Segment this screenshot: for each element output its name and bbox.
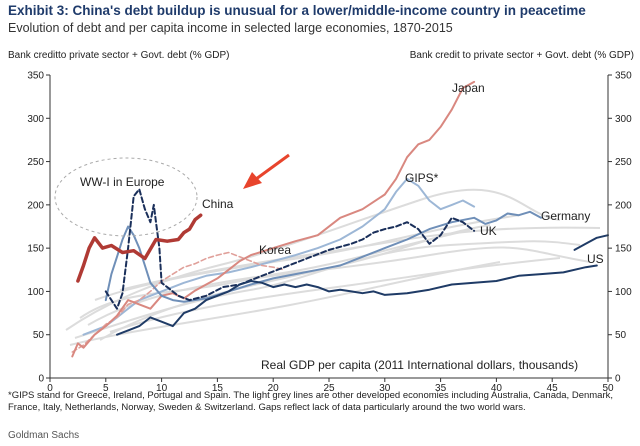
y-tick-label-left: 200 [27,200,44,211]
series-label-china: China [202,197,234,211]
series-line-japan [71,80,476,358]
x-tick-label: 40 [491,383,503,394]
y-tick-label-left: 0 [38,374,44,385]
x-tick-label: 15 [212,383,224,394]
series-label-uk: UK [480,224,497,238]
arrow-head [243,172,262,189]
y-tick-label-right: 250 [615,157,632,168]
y-tick-label-left: 150 [27,244,44,255]
series-line-us [116,264,598,336]
ww1-label: WW-I in Europe [80,175,165,189]
grey-economy-line [69,261,501,346]
x-tick-label: 5 [103,383,109,394]
series-label-korea: Korea [259,243,291,257]
left-axis-label: Bank creditto private sector + Govt. deb… [8,50,230,61]
series-label-germany: Germany [541,209,590,223]
y-tick-label-left: 300 [27,114,44,125]
right-axis-label: Bank credit to private sector + Govt. de… [409,50,634,61]
series-line-gips [82,177,476,336]
grey-economy-line [119,226,601,291]
chart-title: Exhibit 3: China's debt buildup is unusu… [8,3,586,18]
series-label-japan: Japan [452,81,485,95]
series-label-us: US [587,252,604,266]
x-tick-label: 30 [379,383,391,394]
y-tick-label-right: 350 [615,71,632,82]
x-tick-label: 45 [547,383,559,394]
grey-economy-line [109,257,561,333]
x-tick-label: 25 [323,383,335,394]
x-tick-label: 20 [268,383,280,394]
series-line-china [76,213,203,283]
y-tick-label-right: 0 [615,374,621,385]
annotations: Japan GIPS* Germany UK US Korea China WW-I in E… [54,81,604,266]
series-line-uk [104,188,476,310]
y-tick-label-left: 100 [27,287,44,298]
grey-economy-line [65,188,561,331]
grey-economy-line [74,240,581,339]
source-label: Goldman Sachs [8,430,80,441]
x-axis-title: Real GDP per capita (2011 International … [261,358,578,372]
series-label-gips: GIPS* [405,171,439,185]
y-tick-label-left: 250 [27,157,44,168]
x-tick-label: 0 [47,383,53,394]
y-tick-label-left: 50 [33,330,45,341]
grey-economy-line [87,229,471,326]
arrow-shaft [251,153,290,184]
y-tick-label-right: 150 [615,244,632,255]
footnote: *GIPS stand for Greece, Ireland, Portuga… [8,390,614,413]
x-tick-label: 10 [156,383,168,394]
y-tick-label-right: 300 [615,114,632,125]
y-tick-label-left: 350 [27,71,44,82]
y-tick-label-right: 50 [615,330,627,341]
series-line-us-2 [573,234,609,251]
series-line-korea [71,251,286,353]
y-tick-label-right: 100 [615,287,632,298]
series-lines [71,80,609,358]
chart-subtitle: Evolution of debt and per capita income … [8,21,453,35]
series-line-germany [104,210,542,303]
ww1-highlight-ellipse [54,157,198,237]
x-tick-label: 50 [602,383,614,394]
y-tick-label-right: 200 [615,200,632,211]
x-tick-label: 35 [435,383,447,394]
